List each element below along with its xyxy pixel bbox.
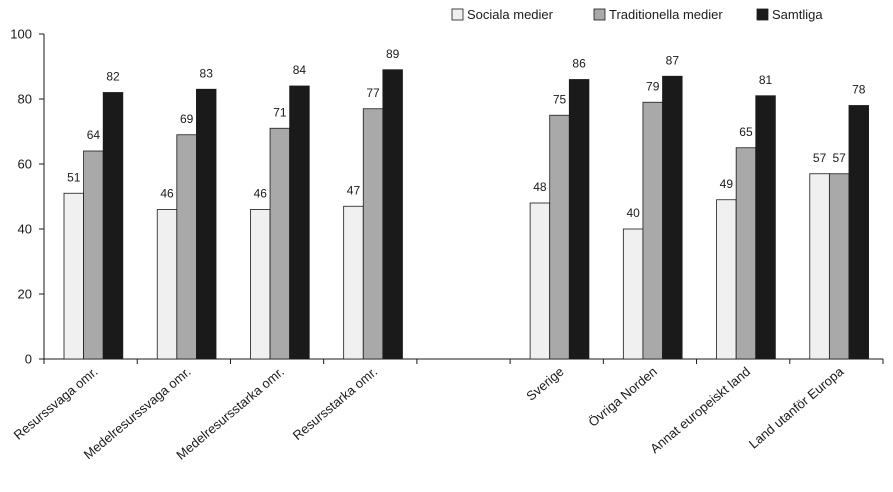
bar: [63, 192, 85, 360]
data-label: 57: [813, 151, 827, 165]
data-label: 40: [626, 206, 640, 220]
data-label: 84: [293, 63, 307, 77]
data-label: 57: [832, 151, 846, 165]
x-category-label: Resursstarka omr.: [290, 364, 380, 443]
legend-label: Traditionella medier: [609, 7, 723, 22]
bars: [63, 69, 869, 360]
y-tick-label: 40: [18, 222, 32, 237]
bar: [343, 205, 364, 360]
bar: [250, 209, 271, 360]
data-label: 87: [666, 53, 680, 67]
data-label: 83: [200, 66, 214, 80]
bar: [102, 92, 124, 360]
bar: [828, 173, 850, 360]
data-label: 77: [366, 86, 380, 100]
bar: [716, 199, 737, 360]
bar: [642, 101, 663, 360]
bar: [289, 85, 310, 360]
bar: [269, 127, 291, 360]
x-category-label: Medelresursstarka omr.: [173, 364, 287, 463]
data-label: 64: [87, 128, 101, 142]
x-category-label: Land utanför Europa: [746, 363, 847, 451]
legend: Sociala medier Traditionella medier Samtli…: [451, 7, 823, 22]
bar: [662, 75, 683, 360]
legend-swatch: [451, 8, 464, 21]
y-tick-label: 100: [10, 27, 32, 42]
bar: [809, 173, 830, 360]
bar: [529, 202, 551, 360]
bar: [362, 108, 384, 360]
legend-swatch: [756, 8, 769, 21]
data-label: 46: [254, 187, 268, 201]
y-tick-label: 60: [18, 157, 32, 172]
x-category-label: Resurssvaga omr.: [11, 364, 101, 443]
bar: [568, 79, 590, 360]
x-category-label: Övriga Norden: [585, 364, 659, 430]
data-label: 46: [160, 187, 174, 201]
bar: [156, 209, 178, 360]
data-label: 51: [67, 170, 81, 184]
legend-swatch: [593, 8, 606, 21]
data-label: 71: [273, 105, 287, 119]
data-label: 82: [106, 70, 120, 84]
data-label: 78: [852, 83, 866, 97]
legend-label: Sociala medier: [467, 7, 554, 22]
data-label: 75: [553, 92, 567, 106]
y-tick-label: 0: [25, 352, 32, 367]
data-label: 49: [720, 177, 734, 191]
data-label: 47: [347, 183, 361, 197]
bar: [848, 105, 869, 360]
data-label: 69: [180, 112, 194, 126]
x-category-label: Sverige: [523, 364, 566, 404]
data-label: 65: [739, 125, 753, 139]
data-label: 86: [572, 57, 586, 71]
legend-label: Samtliga: [772, 7, 823, 22]
bar: [83, 150, 104, 360]
data-labels: 51 64 82 46 69 83 46 71 84 47 77 89 48 75 86 40 79 87 49 65…: [67, 47, 866, 220]
data-label: 89: [386, 47, 400, 61]
x-category-label: Annat europeiskt land: [647, 364, 753, 456]
y-tick-label: 80: [18, 92, 32, 107]
y-tick-label: 20: [18, 287, 32, 302]
bar: [176, 134, 197, 360]
data-label: 81: [759, 73, 773, 87]
data-label: 79: [646, 79, 660, 93]
bar: [755, 95, 776, 360]
bar: [622, 228, 644, 360]
bar: [735, 147, 757, 360]
data-label: 48: [533, 180, 547, 194]
bar: [549, 114, 570, 360]
bar: [196, 88, 217, 360]
bar: [382, 69, 403, 360]
